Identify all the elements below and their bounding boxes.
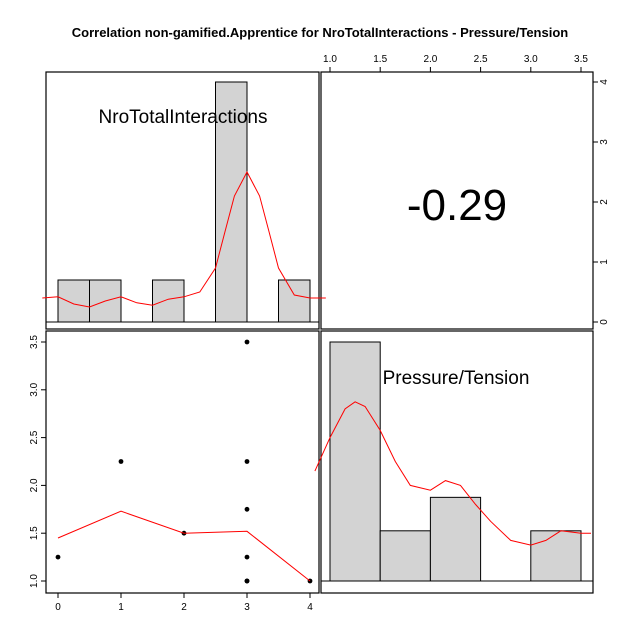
x-tick-label: 0 bbox=[55, 602, 61, 613]
y-tick-label: 3.5 bbox=[29, 335, 40, 349]
top-tick-label: 3.0 bbox=[524, 54, 538, 65]
panel-bottom-left bbox=[45, 330, 320, 594]
x-tick-label: 4 bbox=[307, 602, 313, 613]
right-tick-label: 3 bbox=[599, 139, 610, 145]
y-tick-label: 3.0 bbox=[29, 382, 40, 396]
hist-x-bar bbox=[152, 279, 185, 323]
hist-x-bar bbox=[215, 81, 248, 323]
scatter-point bbox=[118, 459, 124, 464]
hist-y-bar bbox=[429, 496, 482, 582]
right-tick-label: 4 bbox=[599, 79, 610, 85]
y-tick-label: 1.0 bbox=[29, 574, 40, 588]
scatter-point bbox=[244, 554, 250, 560]
x-tick-label: 1 bbox=[118, 602, 124, 613]
hist-y-bar bbox=[329, 341, 381, 582]
histogram-y bbox=[321, 341, 593, 582]
x-tick-label: 2 bbox=[181, 602, 187, 613]
hist-y-bar bbox=[379, 530, 431, 582]
scatter-points bbox=[55, 339, 313, 584]
correlation-value: -0.29 bbox=[407, 181, 507, 230]
hist-x-bar bbox=[57, 279, 90, 323]
x-tick-label: 3 bbox=[244, 602, 250, 613]
y-tick-label: 2.5 bbox=[29, 430, 40, 444]
density-curve-y bbox=[314, 401, 591, 546]
scatter-point bbox=[244, 459, 250, 464]
scatter-point bbox=[244, 339, 250, 345]
top-tick-label: 2.5 bbox=[474, 54, 488, 65]
scatter-point bbox=[244, 506, 250, 512]
variable-label-x: NroTotalInteractions bbox=[99, 107, 268, 128]
right-tick-label: 2 bbox=[599, 199, 610, 205]
y-tick-label: 1.5 bbox=[29, 526, 40, 540]
smooth-line bbox=[57, 510, 311, 582]
axes: 0 1 2 3 4 1.0 1.5 2.0 2.5 3.0 3.5 1.0 1.5 2.0 2.5 3.0 3.… bbox=[29, 54, 610, 613]
panel-top-right bbox=[320, 71, 594, 330]
scatter-point bbox=[244, 578, 250, 584]
top-tick-label: 1.0 bbox=[323, 54, 337, 65]
panel-top-left bbox=[45, 71, 320, 330]
curves bbox=[42, 170, 591, 582]
top-tick-label: 1.5 bbox=[373, 54, 387, 65]
hist-x-bar bbox=[278, 279, 311, 323]
panel-bottom-right bbox=[320, 330, 594, 594]
variable-label-y: Pressure/Tension bbox=[383, 368, 530, 389]
right-tick-label: 0 bbox=[599, 319, 610, 325]
hist-y-bar bbox=[530, 530, 582, 582]
top-tick-label: 2.0 bbox=[423, 54, 437, 65]
scatter-point bbox=[55, 554, 61, 560]
right-tick-label: 1 bbox=[599, 259, 610, 265]
y-tick-label: 2.0 bbox=[29, 478, 40, 492]
density-curve-x bbox=[42, 170, 326, 308]
top-tick-label: 3.5 bbox=[574, 54, 588, 65]
chart-title: Correlation non-gamified.Apprentice for … bbox=[72, 25, 569, 40]
histogram-x bbox=[46, 81, 319, 323]
